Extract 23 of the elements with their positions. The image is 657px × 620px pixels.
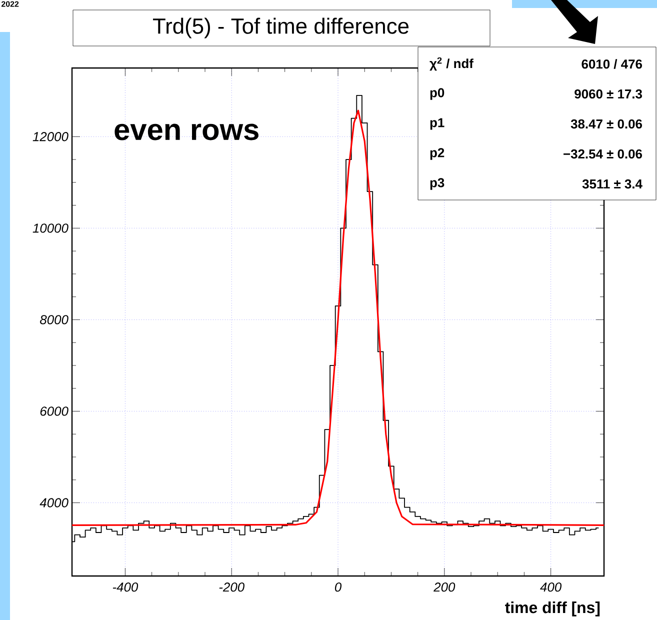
x-tick-label: -400 — [112, 582, 138, 592]
annotation: 38.47 ± 0.06 — [570, 119, 642, 129]
annotation: 9060 ± 17.3 — [574, 89, 642, 99]
x-tick-label: -200 — [219, 582, 244, 592]
y-tick-label: 10000 — [32, 224, 68, 233]
x-axis-title: time diff [ns] — [505, 602, 600, 616]
annotation: χ$^{2}$ / ndf — [430, 57, 474, 71]
y-tick-label: 8000 — [40, 315, 68, 324]
annotation: p3 — [430, 178, 444, 190]
x-tick-label: 400 — [540, 582, 562, 592]
annotation: p1 — [430, 118, 444, 130]
x-tick-label: 200 — [434, 582, 456, 592]
annotation: 3511 ± 3.4 — [582, 179, 642, 189]
chart-title: Trd(5) - Tof time difference — [153, 18, 409, 38]
x-tick-label: 0 — [334, 582, 342, 592]
y-tick-label: 12000 — [32, 132, 68, 142]
y-tick-label: 6000 — [40, 406, 68, 416]
annotation: even rows — [114, 124, 258, 140]
annotation: 6010 / 476 — [582, 59, 642, 69]
annotation: −32.54 ± 0.06 — [564, 149, 642, 159]
annotation: p2 — [430, 148, 444, 160]
y-tick-label: 4000 — [40, 498, 68, 508]
annotation: p0 — [430, 88, 444, 100]
